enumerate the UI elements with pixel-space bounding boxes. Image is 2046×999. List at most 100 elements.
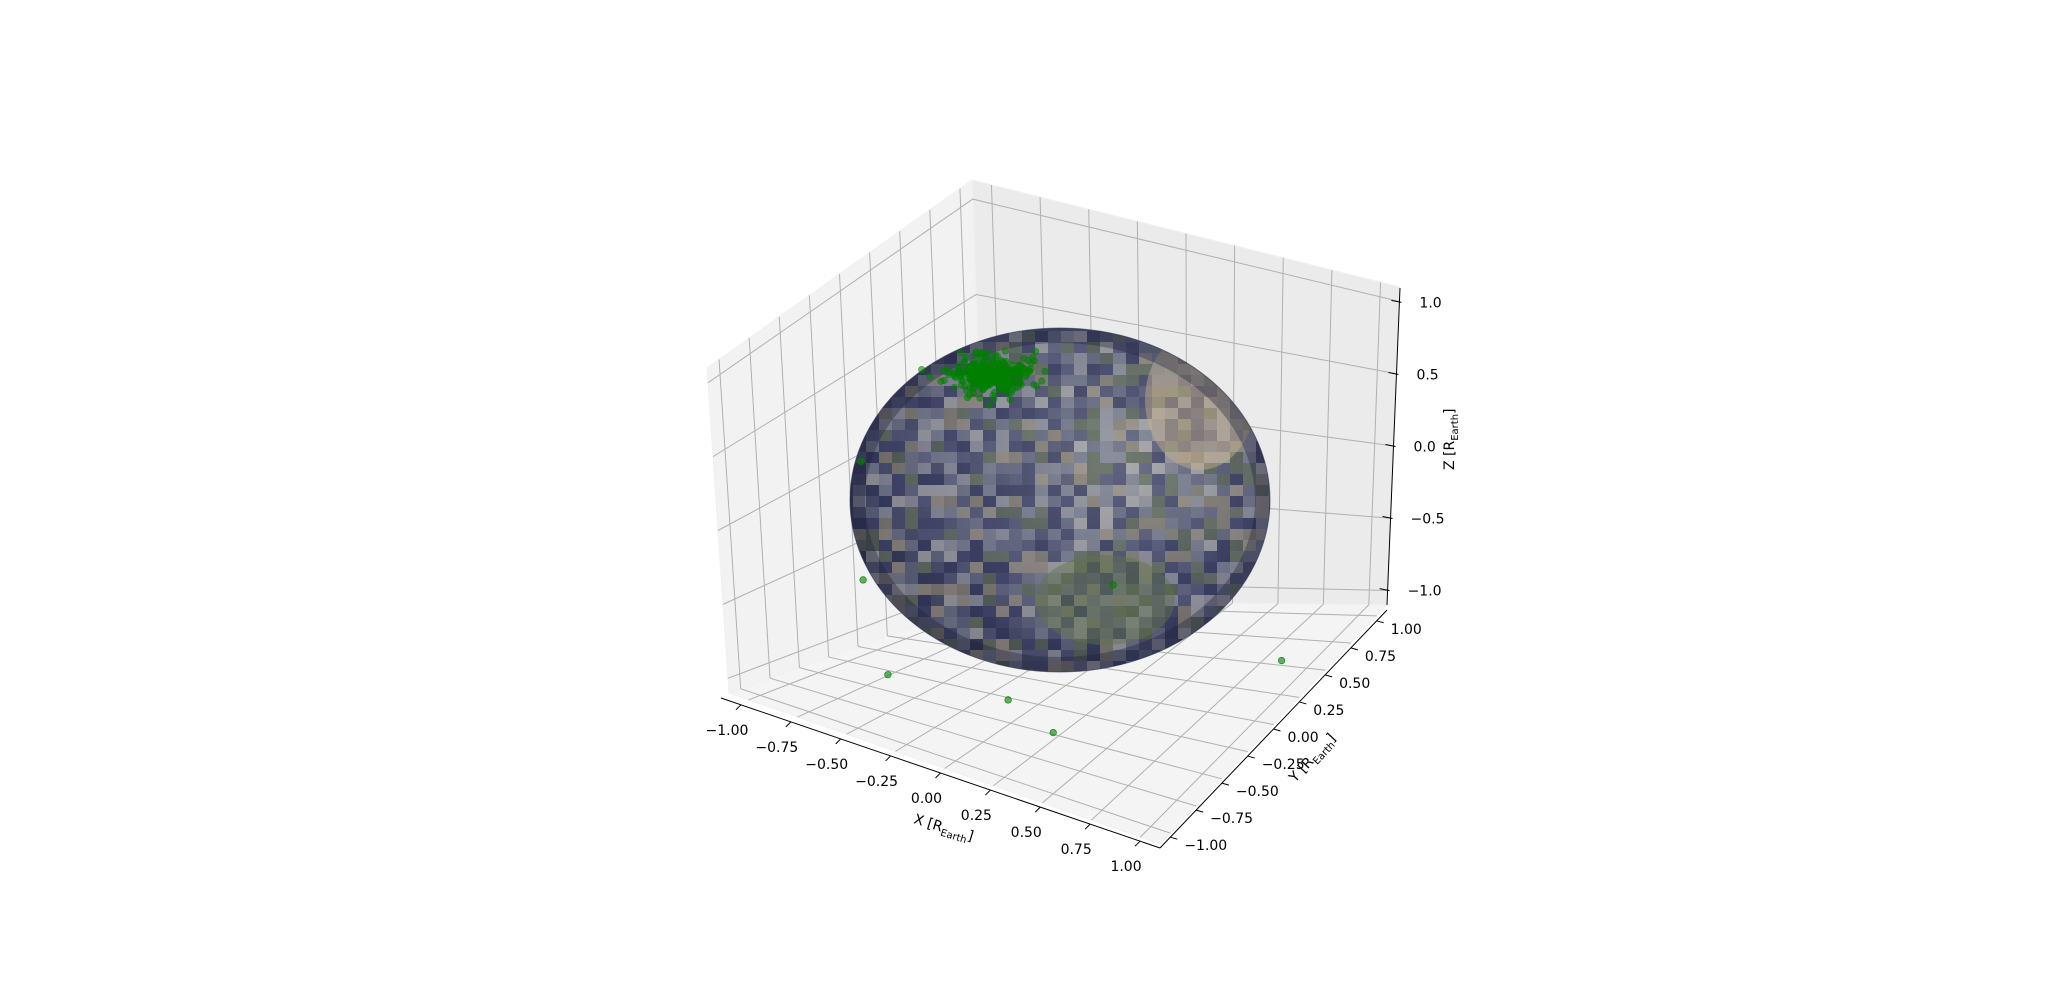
scatter-point (969, 384, 977, 392)
globe-texture-tile (970, 551, 983, 562)
globe-texture-tile (1204, 496, 1217, 507)
globe-texture-tile (931, 452, 944, 463)
globe-texture-tile (1061, 430, 1074, 441)
globe-texture-tile (892, 408, 905, 419)
globe-texture-tile (1217, 551, 1230, 562)
globe-texture-tile (1113, 452, 1126, 463)
globe-texture-tile (1074, 606, 1087, 617)
globe-texture-tile (1100, 331, 1113, 342)
globe-texture-tile (1126, 419, 1139, 430)
globe-texture-tile (1061, 386, 1074, 397)
globe-texture-tile (1087, 540, 1100, 551)
globe-texture-tile (1152, 386, 1165, 397)
globe-texture-tile (944, 386, 957, 397)
globe-texture-tile (1035, 496, 1048, 507)
globe-texture-tile (931, 474, 944, 485)
globe-texture-tile (1243, 463, 1256, 474)
globe-texture-tile (1035, 364, 1048, 375)
globe-texture-tile (1230, 474, 1243, 485)
globe-texture-tile (1074, 485, 1087, 496)
globe-texture-tile (1048, 463, 1061, 474)
globe-texture-tile (1022, 496, 1035, 507)
globe-texture-tile (1204, 430, 1217, 441)
globe-texture-tile (905, 551, 918, 562)
y-tick-label: −0.25 (1262, 757, 1305, 773)
globe-texture-tile (983, 639, 996, 650)
globe-texture-tile (1139, 430, 1152, 441)
globe-texture-tile (1061, 408, 1074, 419)
z-tick-mark (1391, 299, 1402, 303)
globe-texture-tile (1061, 441, 1074, 452)
globe-texture-tile (1152, 529, 1165, 540)
globe-texture-tile (879, 419, 892, 430)
globe-texture-tile (1178, 375, 1191, 386)
globe-texture-tile (983, 430, 996, 441)
globe-texture-tile (905, 595, 918, 606)
globe-texture-tile (892, 529, 905, 540)
scatter-point (970, 378, 979, 386)
globe-texture-tile (931, 628, 944, 639)
y-tick-mark (1376, 620, 1384, 624)
globe-texture-tile (1087, 628, 1100, 639)
globe-texture-tile (1152, 540, 1165, 551)
globe-texture-tile (1061, 661, 1074, 672)
globe-texture-tile (1087, 364, 1100, 375)
globe-texture-tile (1009, 573, 1022, 584)
globe-texture-tile (1009, 562, 1022, 573)
globe-texture-tile (1035, 584, 1048, 595)
globe-texture-tile (1009, 452, 1022, 463)
globe-texture-tile (1113, 529, 1126, 540)
globe-texture-tile (1087, 573, 1100, 584)
globe-texture-tile (931, 617, 944, 628)
globe-texture-tile (957, 540, 970, 551)
globe-texture-tile (1256, 485, 1269, 496)
globe-texture-tile (1204, 573, 1217, 584)
globe-texture-tile (918, 463, 931, 474)
globe-texture-tile (1204, 562, 1217, 573)
globe-texture-tile (996, 342, 1009, 353)
globe-texture-tile (1009, 518, 1022, 529)
globe-texture-tile (996, 650, 1009, 661)
globe-texture-tile (1256, 518, 1269, 529)
scatter-point (972, 370, 980, 378)
globe-texture-tile (1191, 485, 1204, 496)
globe-texture-tile (1061, 353, 1074, 364)
globe-texture-tile (1152, 639, 1165, 650)
globe-texture-tile (1087, 661, 1100, 672)
z-tick-label: 0.0 (1414, 440, 1436, 456)
x-tick-mark (885, 755, 891, 762)
globe-texture-tile (1074, 386, 1087, 397)
y-tick-label: −0.75 (1210, 811, 1253, 827)
globe-texture-tile (918, 496, 931, 507)
globe-texture-tile (1152, 628, 1165, 639)
globe-texture-tile (1139, 364, 1152, 375)
globe-texture-tile (1100, 573, 1113, 584)
globe-texture-tile (1204, 408, 1217, 419)
globe-texture-tile (970, 463, 983, 474)
globe-texture-tile (1100, 661, 1113, 672)
globe-texture-tile (1178, 397, 1191, 408)
globe-texture-tile (1126, 430, 1139, 441)
globe-texture-tile (1061, 595, 1074, 606)
globe-texture-tile (957, 595, 970, 606)
globe-texture-tile (918, 518, 931, 529)
globe-texture-tile (905, 485, 918, 496)
globe-texture-tile (892, 595, 905, 606)
globe-texture-tile (1243, 441, 1256, 452)
globe-texture-tile (957, 430, 970, 441)
scatter-point (960, 359, 969, 367)
globe-texture-tile (1113, 496, 1126, 507)
globe-texture-tile (1217, 529, 1230, 540)
globe-texture-tile (1178, 474, 1191, 485)
globe-texture-tile (1087, 331, 1100, 342)
globe-texture-tile (1022, 342, 1035, 353)
globe-texture-tile (1165, 408, 1178, 419)
globe-texture-tile (1165, 375, 1178, 386)
globe-texture-tile (1204, 463, 1217, 474)
globe-texture-tile (1191, 419, 1204, 430)
globe-texture-tile (866, 562, 879, 573)
globe-texture-tile (944, 551, 957, 562)
globe-texture-tile (1061, 485, 1074, 496)
globe-texture-tile (944, 639, 957, 650)
